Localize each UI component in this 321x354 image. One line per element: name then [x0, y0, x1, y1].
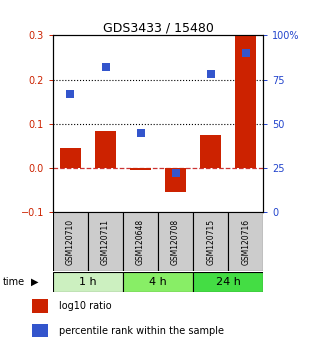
Bar — [95, 131, 116, 168]
Text: ▶: ▶ — [30, 277, 38, 287]
Bar — [130, 168, 151, 170]
Point — [138, 130, 143, 136]
Text: GSM120711: GSM120711 — [101, 219, 110, 264]
Bar — [228, 212, 263, 271]
Text: time: time — [3, 277, 25, 287]
Point — [103, 64, 108, 70]
Text: GSM120710: GSM120710 — [66, 218, 75, 265]
Point — [68, 91, 73, 97]
Bar — [88, 212, 123, 271]
Bar — [60, 148, 81, 168]
Bar — [158, 212, 193, 271]
Bar — [193, 272, 263, 292]
Bar — [235, 35, 256, 168]
Point — [173, 171, 178, 176]
Bar — [32, 299, 48, 313]
Bar — [200, 135, 221, 168]
Bar — [32, 324, 48, 337]
Text: 1 h: 1 h — [79, 277, 97, 287]
Bar — [193, 212, 228, 271]
Text: GSM120708: GSM120708 — [171, 218, 180, 265]
Text: 4 h: 4 h — [149, 277, 167, 287]
Text: GSM120715: GSM120715 — [206, 218, 215, 265]
Bar — [123, 212, 158, 271]
Bar — [165, 168, 186, 193]
Text: GSM120716: GSM120716 — [241, 218, 250, 265]
Bar — [123, 272, 193, 292]
Text: log10 ratio: log10 ratio — [59, 301, 112, 312]
Point — [208, 72, 213, 77]
Point — [243, 50, 248, 56]
Title: GDS3433 / 15480: GDS3433 / 15480 — [103, 21, 213, 34]
Bar — [53, 272, 123, 292]
Text: 24 h: 24 h — [216, 277, 241, 287]
Text: GSM120648: GSM120648 — [136, 218, 145, 265]
Text: percentile rank within the sample: percentile rank within the sample — [59, 326, 224, 336]
Bar — [53, 212, 88, 271]
